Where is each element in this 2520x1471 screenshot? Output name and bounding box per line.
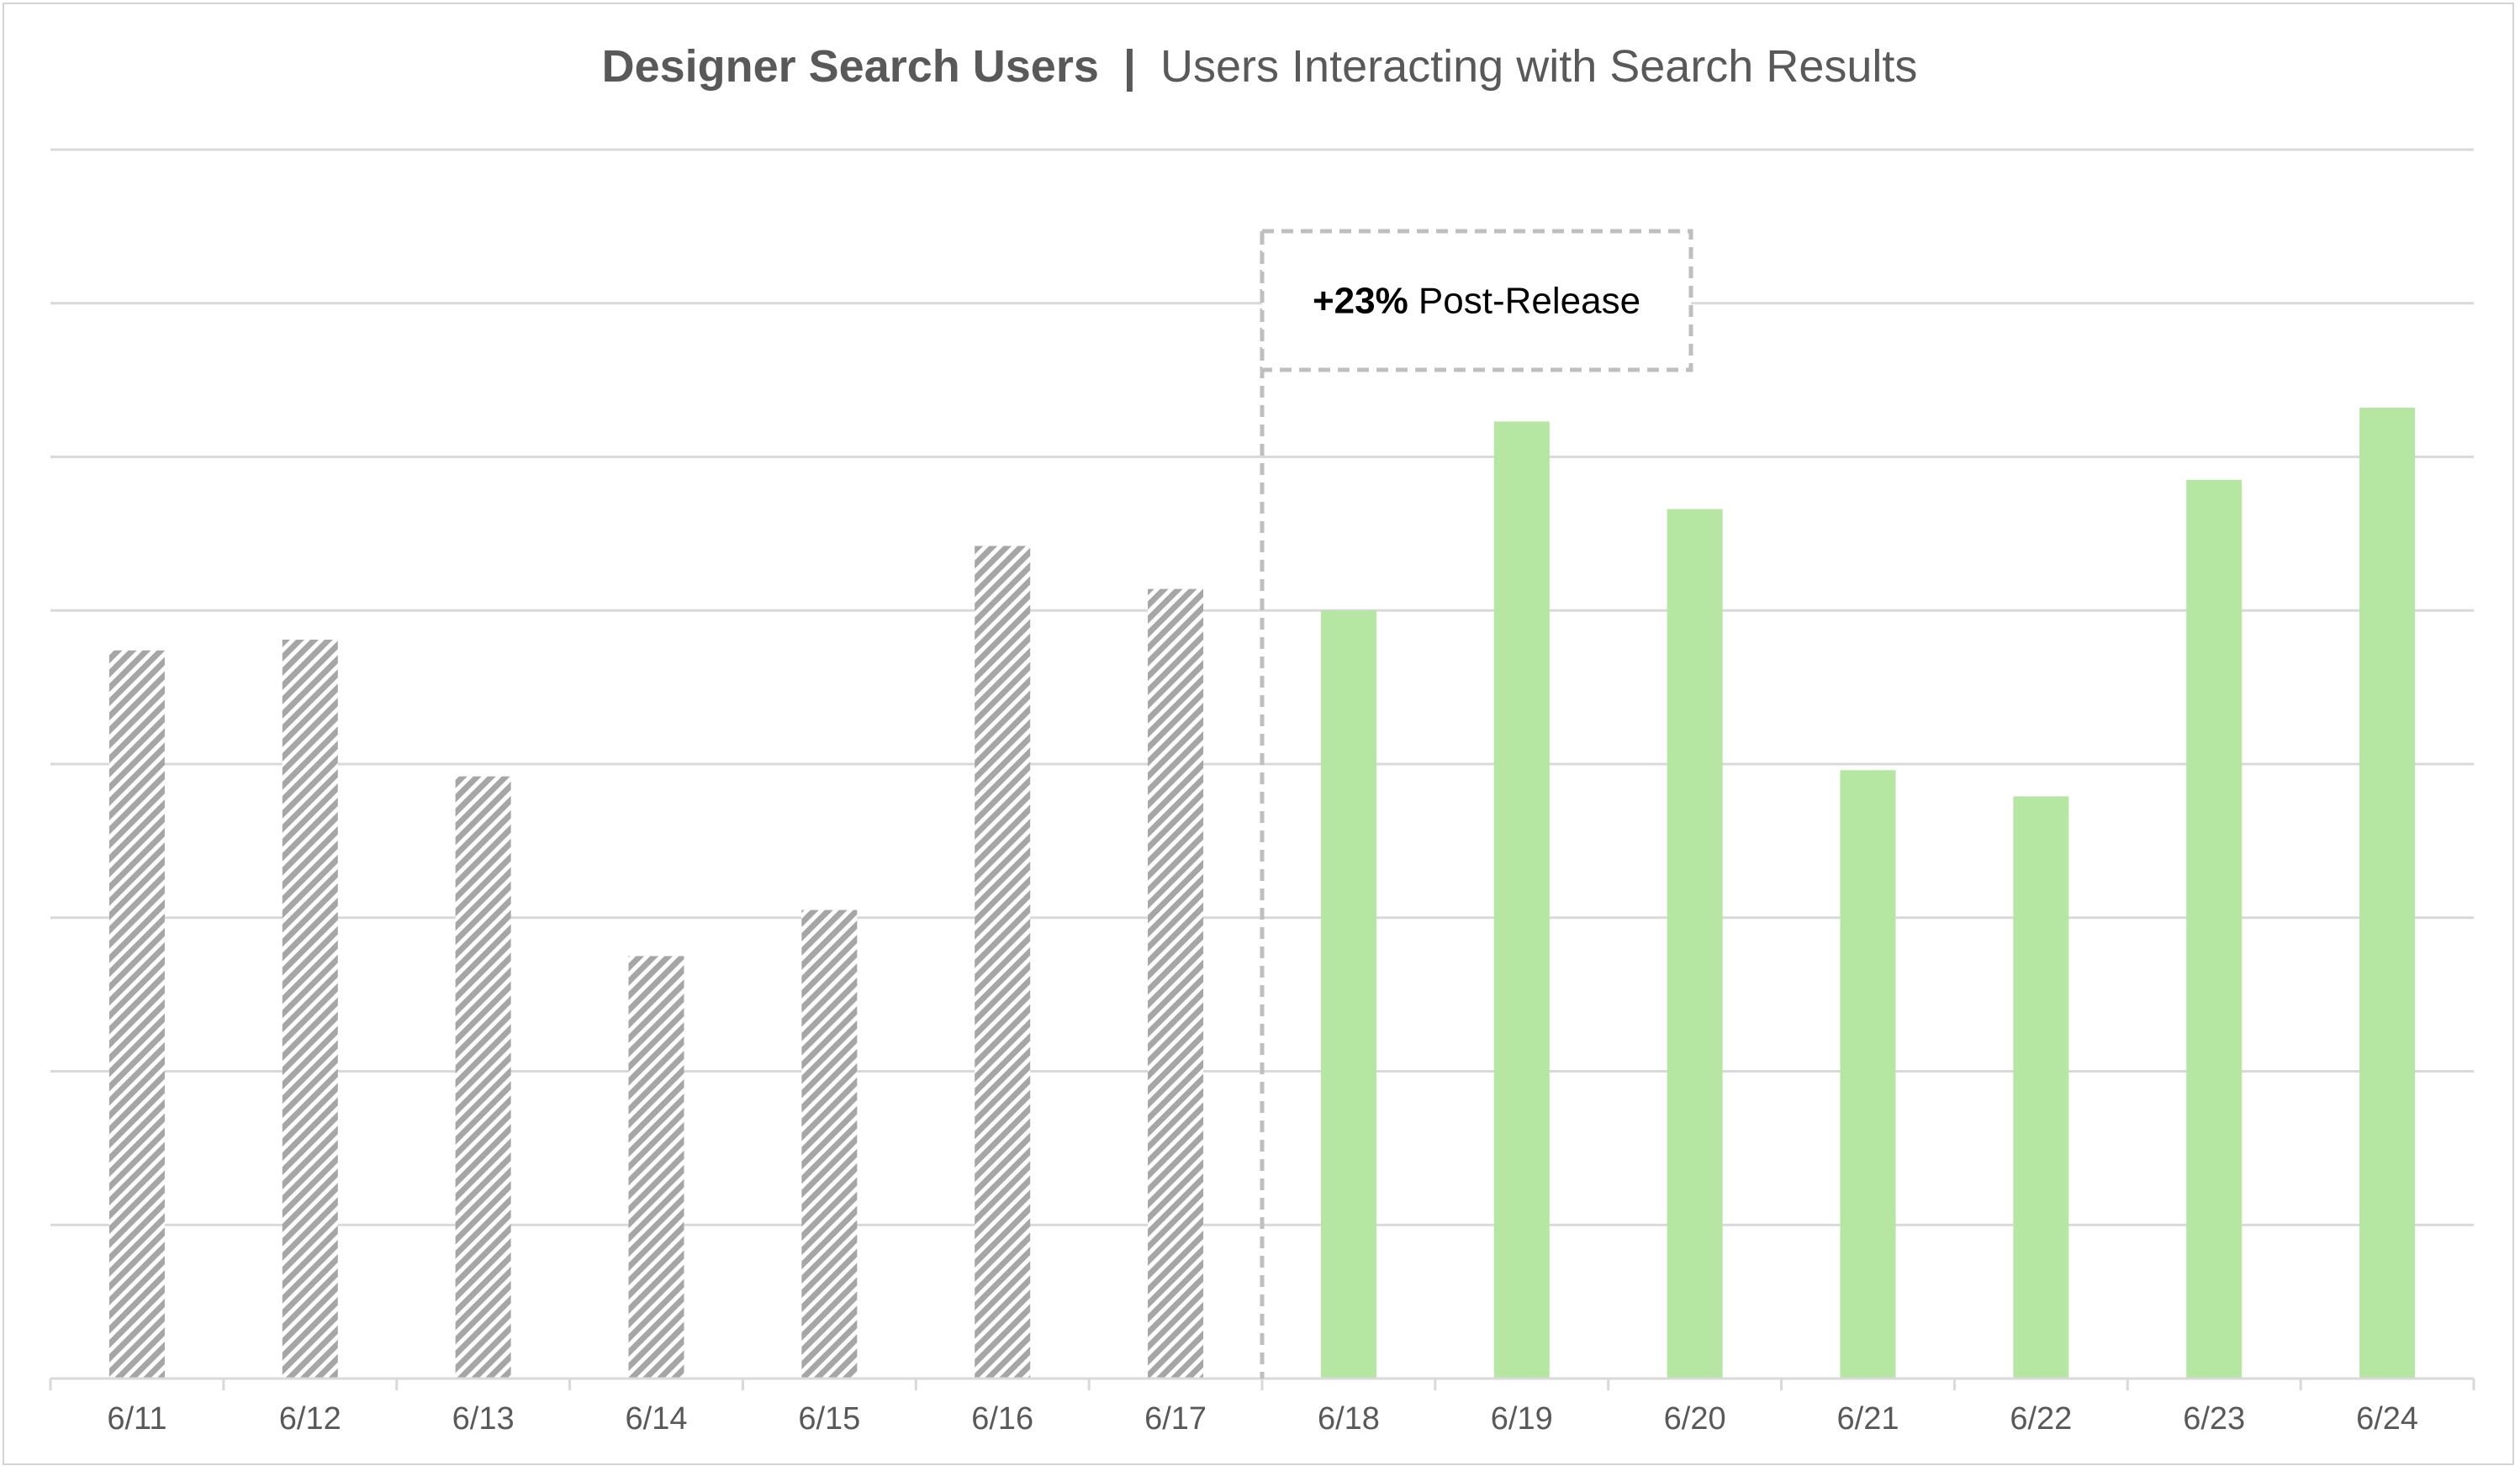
bar-6-23 <box>2186 479 2243 1379</box>
bar-6-21 <box>1840 770 1896 1379</box>
x-tick-label: 6/11 <box>107 1401 166 1437</box>
x-tick-label: 6/18 <box>1318 1401 1380 1437</box>
x-tick-label: 6/19 <box>1491 1401 1553 1437</box>
x-tick-label: 6/15 <box>798 1401 860 1437</box>
x-tick-label: 6/16 <box>971 1401 1033 1437</box>
x-tick-label: 6/24 <box>2356 1401 2418 1437</box>
bar-6-11 <box>108 650 165 1379</box>
chart-frame: Designer Search Users | Users Interactin… <box>3 3 2514 1465</box>
x-axis: 6/11 6/12 6/13 6/14 6/15 6/16 6/17 6/18 6/19 6/20… <box>49 1377 2475 1437</box>
annotation-label: +23% Post-Release <box>1313 281 1640 322</box>
bar-6-22 <box>2013 796 2069 1379</box>
title-subtitle: Users Interacting with Search Results <box>1160 41 1917 92</box>
bar-6-12 <box>282 639 338 1379</box>
x-tick-label: 6/14 <box>626 1401 688 1437</box>
bar-6-13 <box>455 776 511 1379</box>
bar-6-17 <box>1148 588 1204 1379</box>
x-tick-label: 6/20 <box>1664 1401 1726 1437</box>
x-tick-label: 6/12 <box>279 1401 341 1437</box>
annotation-text: Post-Release <box>1408 281 1640 322</box>
x-tick-label: 6/13 <box>452 1401 515 1437</box>
x-tick-label: 6/17 <box>1144 1401 1207 1437</box>
chart-title: Designer Search Users | Users Interactin… <box>602 41 1918 92</box>
bar-6-16 <box>975 546 1031 1379</box>
bar-6-14 <box>628 956 684 1379</box>
x-tick-label: 6/21 <box>1837 1401 1899 1437</box>
bar-6-19 <box>1493 421 1550 1379</box>
bars <box>108 408 2416 1379</box>
title-separator: | <box>1123 41 1136 92</box>
bar-6-15 <box>801 909 858 1379</box>
bar-6-20 <box>1667 509 1723 1379</box>
post-release-annotation: +23% Post-Release <box>1260 229 1693 1379</box>
annotation-bold: +23% <box>1313 281 1408 322</box>
bar-6-24 <box>2359 408 2416 1379</box>
annotation-box <box>1260 229 1693 372</box>
bar-chart: Designer Search Users | Users Interactin… <box>49 41 2475 1437</box>
title-main: Designer Search Users <box>602 41 1099 92</box>
bar-6-18 <box>1320 610 1376 1379</box>
x-tick-label: 6/23 <box>2183 1401 2245 1437</box>
x-tick-label: 6/22 <box>2010 1401 2072 1437</box>
